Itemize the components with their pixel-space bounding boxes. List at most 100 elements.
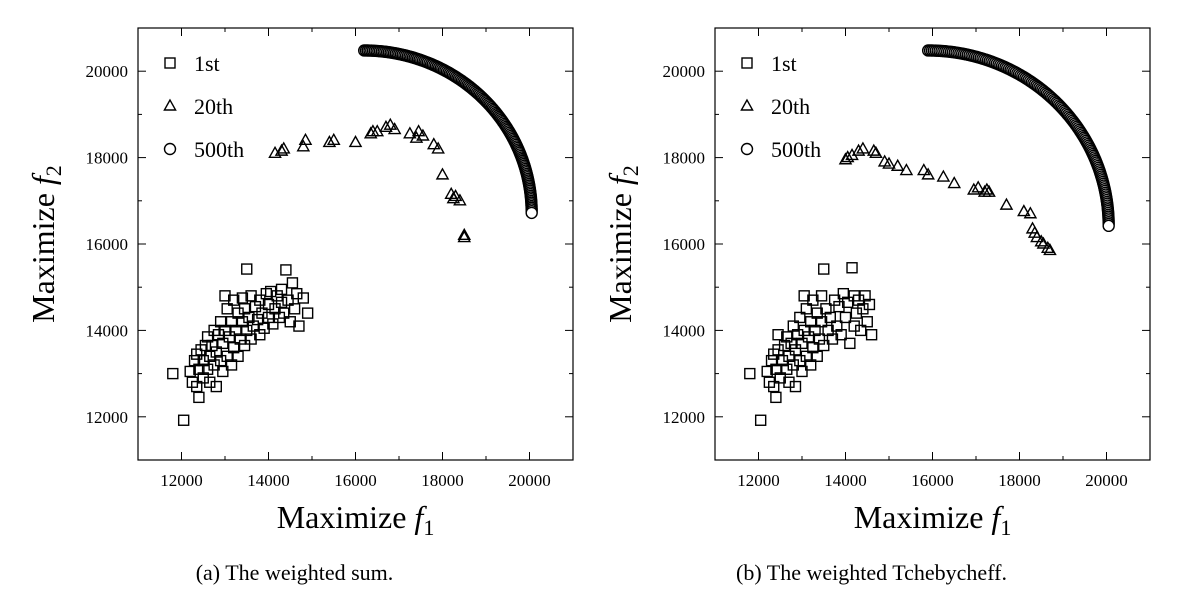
y-tick-label: 14000: [663, 321, 706, 340]
data-point-square: [754, 414, 767, 426]
data-point-triangle: [403, 126, 417, 139]
data-point-square: [839, 311, 852, 324]
y-tick-label: 14000: [86, 321, 129, 340]
y-tick-label: 12000: [86, 408, 129, 427]
data-point-square: [802, 331, 815, 343]
legend-marker-triangle: [163, 98, 177, 111]
data-point-square: [796, 337, 808, 350]
y-tick-label: 20000: [86, 62, 129, 81]
legend-marker-circle: [740, 142, 754, 156]
data-point-triangle: [1030, 230, 1044, 243]
data-point-square: [167, 367, 179, 380]
data-point-square: [199, 339, 212, 352]
data-point-square: [811, 350, 823, 363]
data-point-square: [789, 344, 802, 356]
x-tick-label: 20000: [508, 471, 551, 490]
data-point-square: [225, 359, 238, 371]
data-point-square: [232, 350, 244, 363]
data-point-triangle: [383, 117, 398, 130]
legend-marker-triangle: [740, 98, 754, 111]
data-point-square: [282, 294, 294, 306]
data-point-square: [241, 263, 253, 275]
data-point-square: [210, 380, 223, 393]
data-point-square: [286, 277, 299, 289]
data-point-square: [863, 298, 876, 311]
series-1st: [167, 263, 314, 426]
data-point-triangle: [851, 143, 866, 156]
legend-label: 500th: [194, 137, 244, 162]
data-point-square: [217, 337, 229, 350]
data-point-square: [818, 339, 830, 352]
data-point-square: [841, 296, 854, 309]
y-axis-label: Maximize f2: [25, 165, 66, 323]
caption-weighted-tchebycheff: (b) The weighted Tchebycheff.: [736, 560, 1007, 585]
data-point-square: [768, 380, 780, 393]
data-point-triangle: [1036, 236, 1051, 249]
data-point-triangle: [840, 150, 855, 163]
data-point-square: [275, 296, 288, 309]
data-point-square: [772, 329, 784, 341]
legend-label: 1st: [771, 51, 797, 76]
caption-weighted-sum: (a) The weighted sum.: [195, 560, 394, 585]
data-point-square: [861, 316, 873, 328]
data-point-circle: [525, 206, 538, 220]
data-point-triangle: [296, 139, 311, 152]
data-point-triangle: [416, 128, 430, 141]
series-20th: [268, 117, 472, 243]
data-point-triangle: [917, 163, 931, 176]
data-point-triangle: [448, 189, 463, 202]
panel-weighted-tchebycheff: 12000 14000 16000 18000 20000 12000 14000 16000…: [577, 0, 1166, 604]
y-tick-label: 18000: [663, 149, 706, 168]
x-tick-label: 18000: [998, 471, 1041, 490]
data-point-triangle: [899, 163, 914, 176]
data-point-square: [744, 367, 756, 380]
data-point-triangle: [348, 135, 363, 148]
data-point-triangle: [276, 141, 291, 154]
data-point-triangle: [1040, 240, 1055, 254]
data-point-triangle: [921, 167, 935, 180]
data-point-square: [804, 359, 817, 371]
data-point-triangle: [999, 197, 1014, 210]
y-tick-label: 18000: [86, 149, 129, 168]
legend-label: 500th: [771, 137, 821, 162]
panel-weighted-sum: 12000 14000 16000 18000 20000 12000 14000 16000…: [0, 0, 589, 604]
y-tick-label: 16000: [663, 235, 706, 254]
x-tick-label: 14000: [247, 471, 290, 490]
legend: 1st 20th 500th: [163, 51, 244, 162]
data-point-square: [297, 292, 309, 304]
y-tick-label: 12000: [663, 408, 706, 427]
data-point-triangle: [457, 227, 472, 241]
data-point-triangle: [431, 141, 445, 154]
scatter-chart-weighted-sum: 12000 14000 16000 18000 20000 12000 14000 16000…: [25, 27, 574, 540]
x-tick-label: 18000: [421, 471, 464, 490]
data-point-square: [193, 391, 205, 404]
data-point-triangle: [882, 156, 896, 169]
data-point-square: [761, 365, 773, 378]
data-point-triangle: [1043, 243, 1057, 256]
data-point-triangle: [453, 193, 467, 206]
data-point-square: [818, 263, 830, 275]
data-point-triangle: [274, 143, 289, 156]
data-point-square: [293, 320, 305, 332]
data-point-triangle: [967, 182, 981, 195]
scatter-chart-weighted-tchebycheff: 12000 14000 16000 18000 20000 12000 14000 16000…: [602, 27, 1151, 540]
legend: 1st 20th 500th: [740, 51, 821, 162]
legend-marker-circle: [163, 142, 177, 156]
data-point-square: [794, 311, 806, 324]
data-point-triangle: [936, 169, 951, 182]
x-tick-label: 14000: [824, 471, 867, 490]
series-500th: [921, 44, 1115, 233]
data-point-square: [288, 303, 301, 315]
data-point-square: [227, 294, 240, 306]
legend-label: 1st: [194, 51, 220, 76]
y-tick-label: 20000: [663, 62, 706, 81]
x-axis-label: Maximize f1: [854, 499, 1012, 540]
data-point-triangle: [446, 191, 461, 204]
data-point-square: [275, 283, 288, 296]
data-point-square: [835, 329, 847, 341]
data-point-square: [217, 365, 229, 378]
data-point-triangle: [298, 132, 313, 146]
data-point-triangle: [322, 135, 337, 148]
data-point-square: [778, 339, 791, 352]
data-point-triangle: [982, 184, 996, 197]
